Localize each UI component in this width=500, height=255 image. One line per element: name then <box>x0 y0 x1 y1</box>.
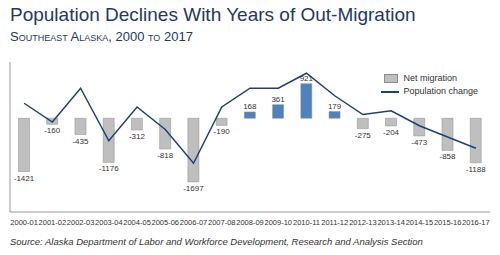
svg-text:2001-02: 2001-02 <box>39 218 67 227</box>
svg-text:2015-16: 2015-16 <box>434 218 462 227</box>
svg-text:-312: -312 <box>129 132 146 141</box>
svg-text:2016-17: 2016-17 <box>462 218 490 227</box>
svg-text:168: 168 <box>243 102 257 111</box>
svg-text:-858: -858 <box>439 152 456 161</box>
html-text:Population change: Population change <box>403 86 478 96</box>
svg-text:2006-07: 2006-07 <box>180 218 208 227</box>
svg-text:179: 179 <box>328 102 342 111</box>
svg-text:2010-11: 2010-11 <box>293 218 320 227</box>
svg-text:2013-14: 2013-14 <box>377 218 405 227</box>
svg-text:-1421: -1421 <box>14 174 35 183</box>
svg-text:-435: -435 <box>72 137 89 146</box>
html-text:Southeast Alaska, 2000 to 2017: Southeast Alaska, 2000 to 2017 <box>10 29 193 44</box>
svg-text:2005-06: 2005-06 <box>152 218 180 227</box>
svg-text:2007-08: 2007-08 <box>208 218 236 227</box>
svg-text:-1176: -1176 <box>99 164 119 173</box>
svg-text:2002-03: 2002-03 <box>67 218 95 227</box>
html-text:Net migration: Net migration <box>403 73 457 83</box>
svg-text:-204: -204 <box>383 128 400 137</box>
svg-text:-160: -160 <box>44 126 61 135</box>
svg-text:-473: -473 <box>411 138 428 147</box>
svg-text:2011-12: 2011-12 <box>321 218 348 227</box>
svg-text:921: 921 <box>300 74 314 83</box>
svg-text:-190: -190 <box>214 127 231 136</box>
svg-text:-1697: -1697 <box>183 184 204 193</box>
svg-text:-275: -275 <box>355 131 372 140</box>
svg-text:-1188: -1188 <box>466 165 486 174</box>
svg-text:361: 361 <box>271 95 285 104</box>
html-text:Population Declines With Years: Population Declines With Years of Out-Mi… <box>10 4 416 25</box>
svg-text:-818: -818 <box>157 151 174 160</box>
svg-text:2009-10: 2009-10 <box>264 218 292 227</box>
svg-text:2014-15: 2014-15 <box>406 218 434 227</box>
svg-text:2003-04: 2003-04 <box>95 218 123 227</box>
svg-text:2008-09: 2008-09 <box>236 218 264 227</box>
svg-text:2012-13: 2012-13 <box>349 218 377 227</box>
html-text:Source: Alaska Department of L: Source: Alaska Department of Labor and W… <box>10 236 423 247</box>
svg-text:2000-01: 2000-01 <box>10 218 38 227</box>
svg-text:2004-05: 2004-05 <box>123 218 151 227</box>
